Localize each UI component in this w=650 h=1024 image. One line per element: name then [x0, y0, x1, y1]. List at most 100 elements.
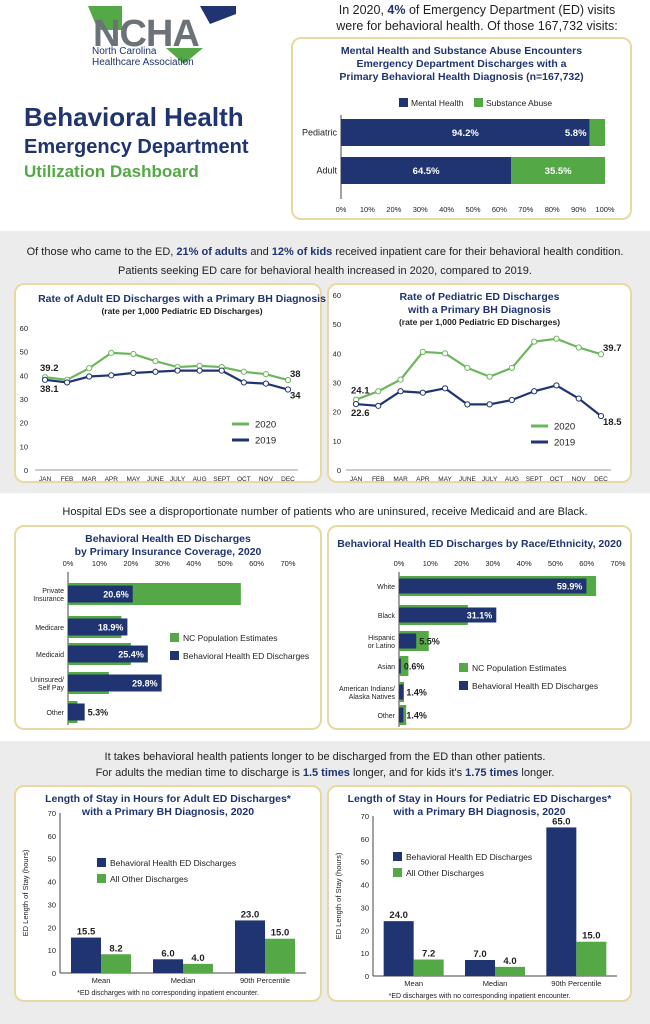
data-label-bh-discharges: 29.8% — [132, 679, 158, 689]
data-point-2019 — [108, 372, 115, 379]
x-tick-label: 0% — [63, 559, 74, 568]
x-tick-label: NOV — [572, 476, 587, 481]
x-tick-label: 10% — [92, 559, 107, 568]
end-value-label: 18.5 — [603, 417, 622, 428]
x-tick-label: 30% — [413, 205, 428, 214]
data-point-2019 — [597, 412, 605, 420]
series-line-2020 — [44, 351, 289, 382]
x-tick-label: 60% — [249, 559, 264, 568]
intro-b: 4% — [387, 3, 406, 17]
bar-other-discharges — [183, 963, 213, 973]
insurance-title-line1: Behavioral Health ED Discharges — [85, 533, 251, 545]
y-tick-label: 50 — [48, 855, 56, 864]
data-label-substance-abuse: 5.8% — [565, 128, 587, 139]
ped-los-title-line2: with a Primary BH Diagnosis, 2020 — [393, 806, 566, 818]
data-label-bh-discharges: 31.1% — [467, 611, 493, 621]
intro-c: of Emergency Department (ED) visits — [405, 3, 616, 17]
y-tick-label: 50 — [20, 348, 28, 357]
category-label: American Indians/ — [339, 686, 395, 693]
bar-bh-discharges — [68, 674, 162, 692]
data-point-2019 — [441, 385, 449, 392]
category-label: Median — [171, 976, 196, 985]
s4-a: For adults the median time to discharge … — [95, 767, 303, 779]
x-tick-label: 50% — [548, 559, 563, 568]
insurance-card: Behavioral Health ED Discharges by Prima… — [14, 525, 322, 730]
s2-a: Of those who came to the ED, — [26, 246, 177, 258]
data-label-other-discharges: 4.0 — [503, 956, 516, 967]
x-tick-label: 60% — [579, 559, 594, 568]
data-label-bh-discharges: 25.4% — [118, 650, 144, 660]
category-label: Medicaid — [36, 652, 64, 659]
x-tick-label: 0% — [336, 205, 347, 214]
s2-c: and — [247, 246, 272, 258]
legend-swatch-bh-discharges — [459, 681, 468, 690]
x-tick-label: FEB — [61, 476, 74, 481]
intro-d: were for behavioral health. Of those 167… — [336, 19, 618, 33]
bar-substance-abuse — [589, 119, 605, 146]
bar-bh-discharges — [68, 645, 148, 663]
ped-rate-title: Rate of Pediatric ED Discharges with a P… — [329, 291, 630, 317]
data-point-2020 — [464, 364, 471, 372]
org-name-line2: Healthcare Association — [92, 57, 194, 68]
end-value-label: 39.7 — [603, 343, 622, 354]
ped-rate-subtitle: (rate per 1,000 Pediatric ED Discharges) — [398, 317, 561, 327]
start-value-label: 24.1 — [351, 386, 370, 397]
data-point-2019 — [63, 379, 71, 386]
x-tick-label: JULY — [170, 476, 186, 481]
ped-rate-card: Rate of Pediatric ED Discharges with a P… — [327, 283, 632, 483]
data-label-substance-abuse: 35.5% — [545, 166, 572, 177]
y-tick-label: 20 — [48, 923, 56, 932]
x-tick-label: 90% — [571, 205, 586, 214]
section-trends-line2: Patients seeking ED care for behavioral … — [118, 265, 532, 277]
data-point-2019 — [174, 367, 181, 374]
data-label-other-discharges: 15.0 — [582, 931, 601, 942]
category-label: or Latino — [368, 643, 395, 650]
category-label: Hispanic — [368, 635, 395, 642]
data-point-2019 — [531, 388, 538, 395]
x-tick-label: 70% — [280, 559, 295, 568]
footnote: *ED discharges with no corresponding inp… — [389, 993, 571, 1000]
legend-swatch-bh-discharges — [170, 651, 179, 660]
data-point-2020 — [553, 335, 560, 342]
adult-los-title: Length of Stay in Hours for Adult ED Dis… — [16, 793, 320, 819]
data-point-2020 — [86, 365, 93, 372]
x-tick-label: 10% — [423, 559, 438, 568]
data-point-2020 — [262, 371, 270, 378]
ped-los-chart: 0 10 20 30 40 50 60 70 ED Length of Stay (hours)… — [334, 812, 617, 1000]
adult-rate-subtitle: (rate per 1,000 Pediatric ED Discharges) — [101, 306, 263, 316]
x-tick-label: DEC — [281, 476, 295, 481]
y-tick-label: 30 — [361, 903, 369, 912]
legend-label-nc-population: NC Population Estimates — [472, 663, 567, 673]
x-tick-label: MAR — [82, 476, 97, 481]
y-tick-label: 0 — [52, 969, 56, 978]
data-label-other-discharges: 4.0 — [191, 953, 204, 964]
s2-e: received inpatient care for their behavi… — [332, 246, 624, 258]
category-label: Insurance — [33, 596, 64, 603]
bar-bh-discharges — [68, 703, 85, 721]
x-tick-label: JUNE — [459, 476, 477, 481]
ped-los-title: Length of Stay in Hours for Pediatric ED… — [329, 793, 630, 819]
x-tick-label: 60% — [492, 205, 507, 214]
x-tick-label: JULY — [482, 476, 498, 481]
bar-nc-population — [399, 656, 409, 676]
adult-los-chart: 0 10 20 30 40 50 60 70 ED Length of Stay (hours)… — [21, 809, 306, 997]
y-tick-label: 70 — [48, 809, 56, 818]
x-tick-label: OCT — [237, 476, 251, 481]
data-point-2020 — [397, 376, 404, 383]
data-point-2019 — [284, 386, 292, 393]
y-axis-label: ED Length of Stay (hours) — [334, 852, 343, 939]
x-tick-label: 100% — [595, 205, 615, 214]
y-tick-label: 60 — [333, 291, 341, 300]
legend-label-bh-discharges: Behavioral Health ED Discharges — [183, 651, 309, 661]
bar-bh-discharges — [153, 959, 183, 973]
y-axis-label: ED Length of Stay (hours) — [21, 849, 30, 936]
y-tick-label: 20 — [333, 408, 341, 417]
x-tick-label: OCT — [550, 476, 564, 481]
legend-label-2020: 2020 — [255, 420, 276, 431]
bar-bh-discharges — [399, 707, 404, 723]
data-label-mental-health: 64.5% — [413, 166, 440, 177]
adult-rate-card: Rate of Adult ED Discharges with a Prima… — [14, 283, 326, 483]
legend-label-substance-abuse: Substance Abuse — [486, 98, 552, 108]
y-tick-label: 20 — [20, 419, 28, 428]
y-tick-label: 0 — [365, 972, 369, 981]
